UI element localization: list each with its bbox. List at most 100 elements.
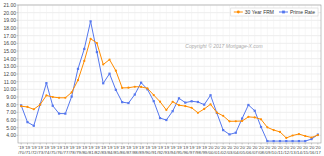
tick-label: 6.00 [6,117,16,123]
grid-line [185,5,186,143]
line [21,21,318,141]
marker [279,131,281,133]
tick [17,89,19,90]
y-axis: 4.005.006.007.008.009.0010.0011.0012.001… [3,2,18,138]
marker [254,116,256,118]
legend-swatch [279,12,288,13]
marker [273,140,275,142]
marker [197,101,199,103]
marker [140,82,142,84]
marker [89,38,91,40]
tick [17,135,19,136]
marker [241,117,243,119]
marker [96,51,98,53]
marker [83,48,85,50]
grid-line [191,5,192,143]
chart: 4.005.006.007.008.009.0010.0011.0012.001… [0,0,324,156]
marker [285,137,287,139]
marker [291,140,293,142]
grid-line [18,28,321,29]
tick-label: 17.00 [3,33,16,39]
marker [184,101,186,103]
tick [17,58,19,59]
marker [222,129,224,131]
tick [17,51,19,52]
grid-line [273,5,274,143]
marker [298,140,300,142]
tick [17,35,19,36]
grid-line [141,5,142,143]
marker [285,140,287,142]
marker [20,104,22,106]
marker [291,134,293,136]
marker [26,121,28,123]
marker [165,109,167,111]
tick-label: 21.00 [3,2,16,8]
grid-line [18,135,321,136]
grid-line [242,5,243,143]
marker [20,105,22,107]
marker [304,140,306,142]
grid-line [52,5,53,143]
grid-line [298,5,299,143]
grid-line [46,5,47,143]
grid-line [27,5,28,143]
marker [216,111,218,113]
marker [178,104,180,106]
tick [17,43,19,44]
grid-line [229,5,230,143]
plot-area [18,5,321,143]
grid-line [210,5,211,143]
marker [172,101,174,103]
marker [222,115,224,117]
legend-swatch [234,12,243,13]
tick [17,5,19,6]
grid-line [223,5,224,143]
tick-label: 20.00 [3,10,16,16]
tick [17,120,19,121]
grid-line [96,5,97,143]
tick [17,12,19,13]
grid-line [84,5,85,143]
tick-label-line: /17 [315,150,322,155]
marker [58,112,60,114]
marker [159,101,161,103]
grid-line [235,5,236,143]
marker [134,86,136,88]
grid-line [18,51,321,52]
marker [33,108,35,110]
marker [190,100,192,102]
grid-line [134,5,135,143]
marker [89,20,91,22]
marker [102,82,104,84]
tick [17,20,19,21]
marker [71,91,73,93]
grid-line [197,5,198,143]
marker [45,82,47,84]
grid-line [122,5,123,143]
grid-line [18,81,321,82]
tick-label: 9.00 [6,94,16,100]
grid-line [18,104,321,105]
tick-label: 8.00 [6,102,16,108]
grid-line [279,5,280,143]
grid-line [305,5,306,143]
grid-line [248,5,249,143]
grid-line [40,5,41,143]
tick-label: 15.00 [3,48,16,54]
marker [153,94,155,96]
marker [298,133,300,135]
marker [317,134,319,136]
grid-line [147,5,148,143]
x-axis: '19/70'19/71'19/72'19/73'19/74'19/75'19/… [18,143,321,155]
marker [115,89,117,91]
marker [260,118,262,120]
grid-line [77,5,78,143]
tick-label: 19.00 [3,17,16,23]
marker [178,97,180,99]
marker [58,97,60,99]
marker [304,135,306,137]
marker [71,95,73,97]
marker [247,104,249,106]
grid-line [18,35,321,36]
